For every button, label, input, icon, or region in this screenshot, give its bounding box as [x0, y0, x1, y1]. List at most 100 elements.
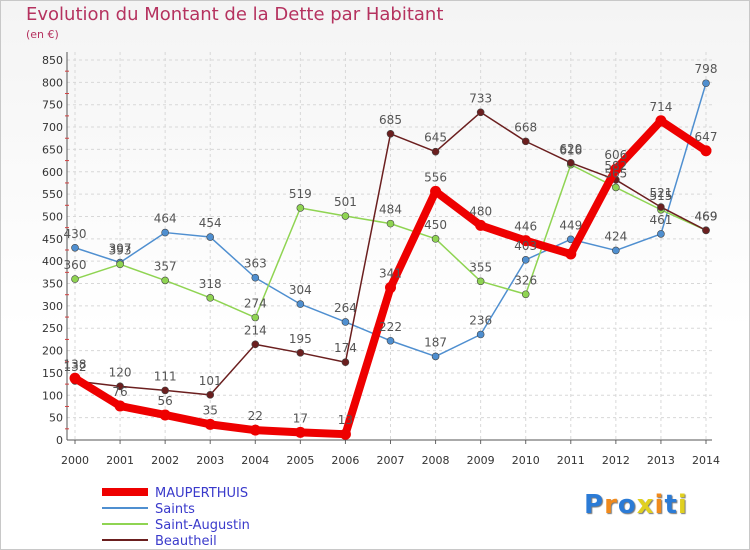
y-tick-label: 800	[42, 76, 63, 89]
data-point	[431, 352, 440, 361]
data-point	[565, 248, 577, 260]
data-point	[655, 115, 667, 127]
data-label: 616	[559, 144, 582, 158]
data-point	[657, 203, 665, 211]
data-label: 446	[514, 220, 537, 234]
y-tick-label: 450	[42, 233, 63, 246]
y-tick-label: 50	[49, 412, 63, 425]
data-label: 35	[203, 403, 218, 417]
data-label: 174	[334, 341, 357, 355]
data-label: 798	[695, 62, 718, 76]
logo-letter: o	[617, 490, 637, 520]
x-tick-label: 2000	[61, 454, 89, 467]
data-label: 450	[424, 218, 447, 232]
data-point	[700, 145, 712, 157]
y-tick-label: 250	[42, 322, 63, 335]
x-tick-label: 2014	[692, 454, 720, 467]
data-label: 274	[244, 297, 267, 311]
data-label: 582	[604, 159, 627, 173]
logo-letter: P	[584, 490, 605, 520]
data-label: 620	[559, 142, 582, 156]
data-label: 264	[334, 301, 357, 315]
y-tick-label: 650	[42, 143, 63, 156]
data-label: 685	[379, 113, 402, 127]
data-point	[294, 426, 306, 438]
data-label: 326	[514, 273, 537, 287]
data-point	[206, 294, 215, 302]
y-tick-label: 400	[42, 255, 63, 268]
data-point	[161, 228, 169, 237]
data-label: 519	[289, 187, 312, 201]
data-point	[521, 290, 530, 299]
data-label: 606	[604, 148, 627, 162]
data-label: 357	[154, 259, 177, 273]
data-label: 449	[559, 218, 582, 232]
data-point	[476, 108, 485, 117]
data-point	[476, 277, 485, 286]
data-label: 101	[199, 374, 222, 388]
y-tick-label: 850	[42, 54, 63, 67]
data-label: 187	[424, 335, 447, 349]
data-point	[475, 219, 487, 231]
logo-letter: x	[636, 490, 655, 520]
y-tick-label: 300	[42, 300, 63, 313]
chart-title: Evolution du Montant de la Dette par Hab…	[26, 4, 444, 25]
data-point	[431, 147, 440, 156]
data-point	[566, 159, 575, 167]
data-label: 13	[338, 413, 353, 427]
y-tick-label: 350	[42, 278, 63, 291]
legend-label-mauperthuis: MAUPERTHUIS	[155, 486, 248, 501]
data-point	[386, 129, 395, 138]
x-tick-label: 2006	[331, 454, 359, 467]
chart-subtitle: (en €)	[26, 28, 59, 41]
data-label: 714	[649, 100, 672, 114]
logo-letter: t	[664, 490, 678, 520]
axes: 0 50 100 150 200 250 300 350 400 450 500 550 600 650 7…	[42, 52, 720, 467]
data-label: 565	[604, 166, 627, 180]
data-label: 360	[64, 258, 87, 272]
data-label: 521	[649, 186, 672, 200]
x-tick-label: 2002	[151, 454, 179, 467]
data-point	[71, 275, 79, 283]
data-label: 363	[244, 257, 267, 271]
data-label: 304	[289, 283, 312, 297]
data-label: 222	[379, 320, 402, 334]
data-label: 22	[248, 409, 263, 423]
data-point	[385, 282, 396, 294]
data-point	[520, 235, 532, 247]
data-point	[161, 386, 169, 395]
logo-letter: r	[604, 490, 618, 520]
data-labels: 138 76 56 35 22 17 13 341 556 480 446 606 714 647 430 3…	[64, 62, 718, 427]
data-point	[431, 235, 440, 243]
data-label: 515	[649, 189, 672, 203]
x-tick-label: 2005	[286, 454, 314, 467]
data-label: 469	[695, 209, 718, 223]
x-tick-label: 2012	[602, 454, 630, 467]
x-tick-label: 2008	[422, 454, 450, 467]
data-label: 424	[604, 229, 627, 243]
logo-letter: i	[677, 490, 688, 520]
data-label: 668	[514, 120, 537, 134]
data-point	[612, 246, 620, 255]
data-point	[116, 260, 124, 269]
data-label: 645	[424, 131, 447, 145]
data-label: 469	[695, 209, 718, 223]
data-point	[386, 219, 395, 228]
data-point	[69, 372, 81, 384]
data-point	[339, 428, 351, 440]
data-point	[702, 226, 710, 235]
data-label: 76	[112, 385, 127, 399]
data-point	[296, 349, 305, 357]
y-tick-label: 500	[42, 210, 63, 223]
y-tick-label: 750	[42, 99, 63, 112]
data-label: 430	[64, 227, 87, 241]
data-point	[251, 340, 260, 349]
x-tick-label: 2011	[557, 454, 585, 467]
y-tick-label: 150	[42, 367, 63, 380]
data-point	[159, 409, 171, 421]
data-point	[296, 300, 305, 308]
data-label: 318	[199, 277, 222, 291]
data-label: 355	[469, 260, 492, 274]
